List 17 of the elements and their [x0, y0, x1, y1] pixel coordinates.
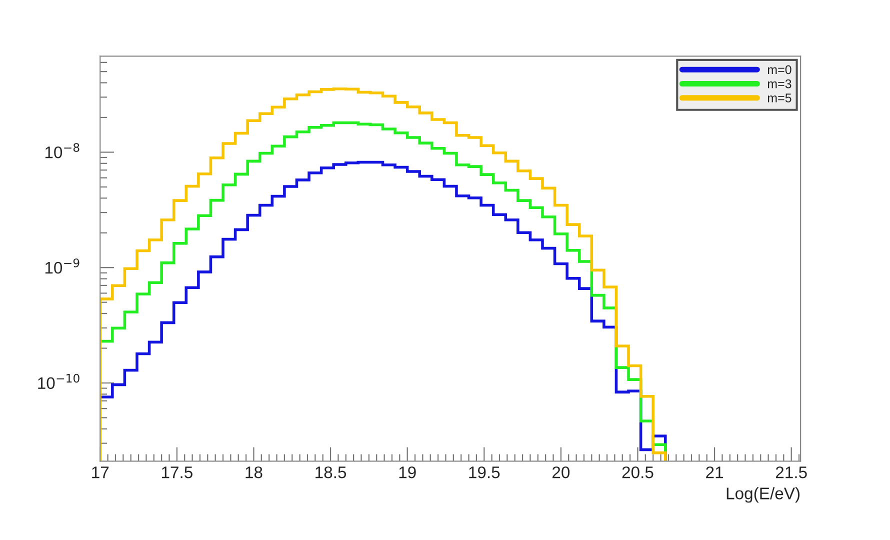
- x-tick-label: 19.5: [469, 466, 500, 478]
- x-tick-label: 19: [399, 466, 416, 478]
- x-tick-label: 20: [552, 466, 570, 478]
- x-tick-label: 20.5: [622, 466, 654, 478]
- x-tick-label: 21.5: [776, 466, 807, 478]
- text: m=0: [768, 65, 792, 74]
- text: m=3: [768, 79, 792, 88]
- x-tick-label: 17: [92, 466, 109, 478]
- x-tick-label: 17.5: [162, 466, 192, 478]
- x-tick-label: 18.5: [316, 466, 346, 478]
- y-tick-label: 10$^{−10}$: [38, 374, 80, 390]
- x-tick-label: 21: [706, 466, 723, 478]
- x-axis-title: Log(E/eV): [726, 487, 800, 503]
- x-tick-label: 18: [246, 466, 262, 478]
- y-tick-label: 10$^{−9}$: [45, 258, 80, 274]
- y-tick-label: 10$^{−8}$: [45, 143, 80, 158]
- text: m=5: [768, 94, 792, 102]
